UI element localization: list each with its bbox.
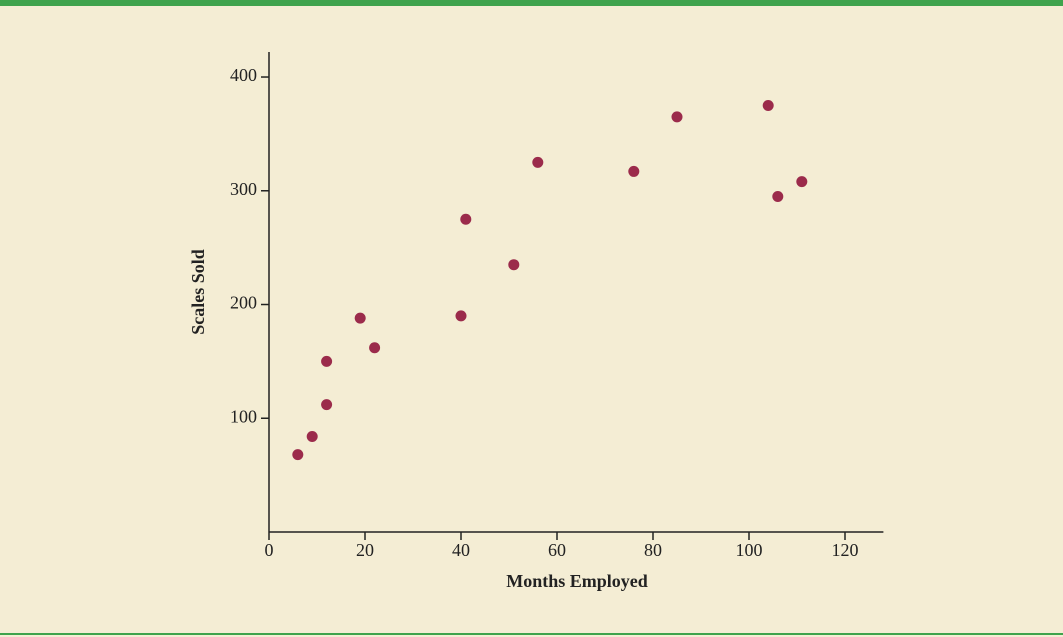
point (508, 259, 520, 271)
x-tick-label: 120 (832, 540, 859, 560)
y-tick-label: 100 (230, 406, 257, 426)
point (292, 449, 304, 461)
point (671, 111, 683, 123)
point (762, 99, 774, 111)
x-tick-label: 20 (356, 540, 374, 560)
y-axis-label: Scales Sold (188, 249, 208, 335)
point (321, 399, 333, 411)
y-tick-label: 400 (230, 65, 257, 85)
top-bar (0, 0, 1063, 6)
point (796, 176, 808, 188)
bottom-rule (0, 633, 1063, 635)
x-axis-label: Months Employed (506, 571, 648, 591)
point (628, 165, 640, 177)
point (460, 213, 472, 225)
x-tick-label: 0 (265, 540, 274, 560)
point (772, 190, 784, 202)
x-tick-label: 40 (452, 540, 470, 560)
point (369, 342, 381, 354)
y-tick-label: 300 (230, 179, 257, 199)
point (532, 156, 544, 168)
x-tick-label: 60 (548, 540, 566, 560)
point (354, 312, 366, 324)
point (321, 355, 333, 367)
x-tick-label: 100 (736, 540, 763, 560)
y-tick-label: 200 (230, 293, 257, 313)
x-tick-label: 80 (644, 540, 662, 560)
point (455, 310, 467, 322)
point (306, 430, 318, 442)
